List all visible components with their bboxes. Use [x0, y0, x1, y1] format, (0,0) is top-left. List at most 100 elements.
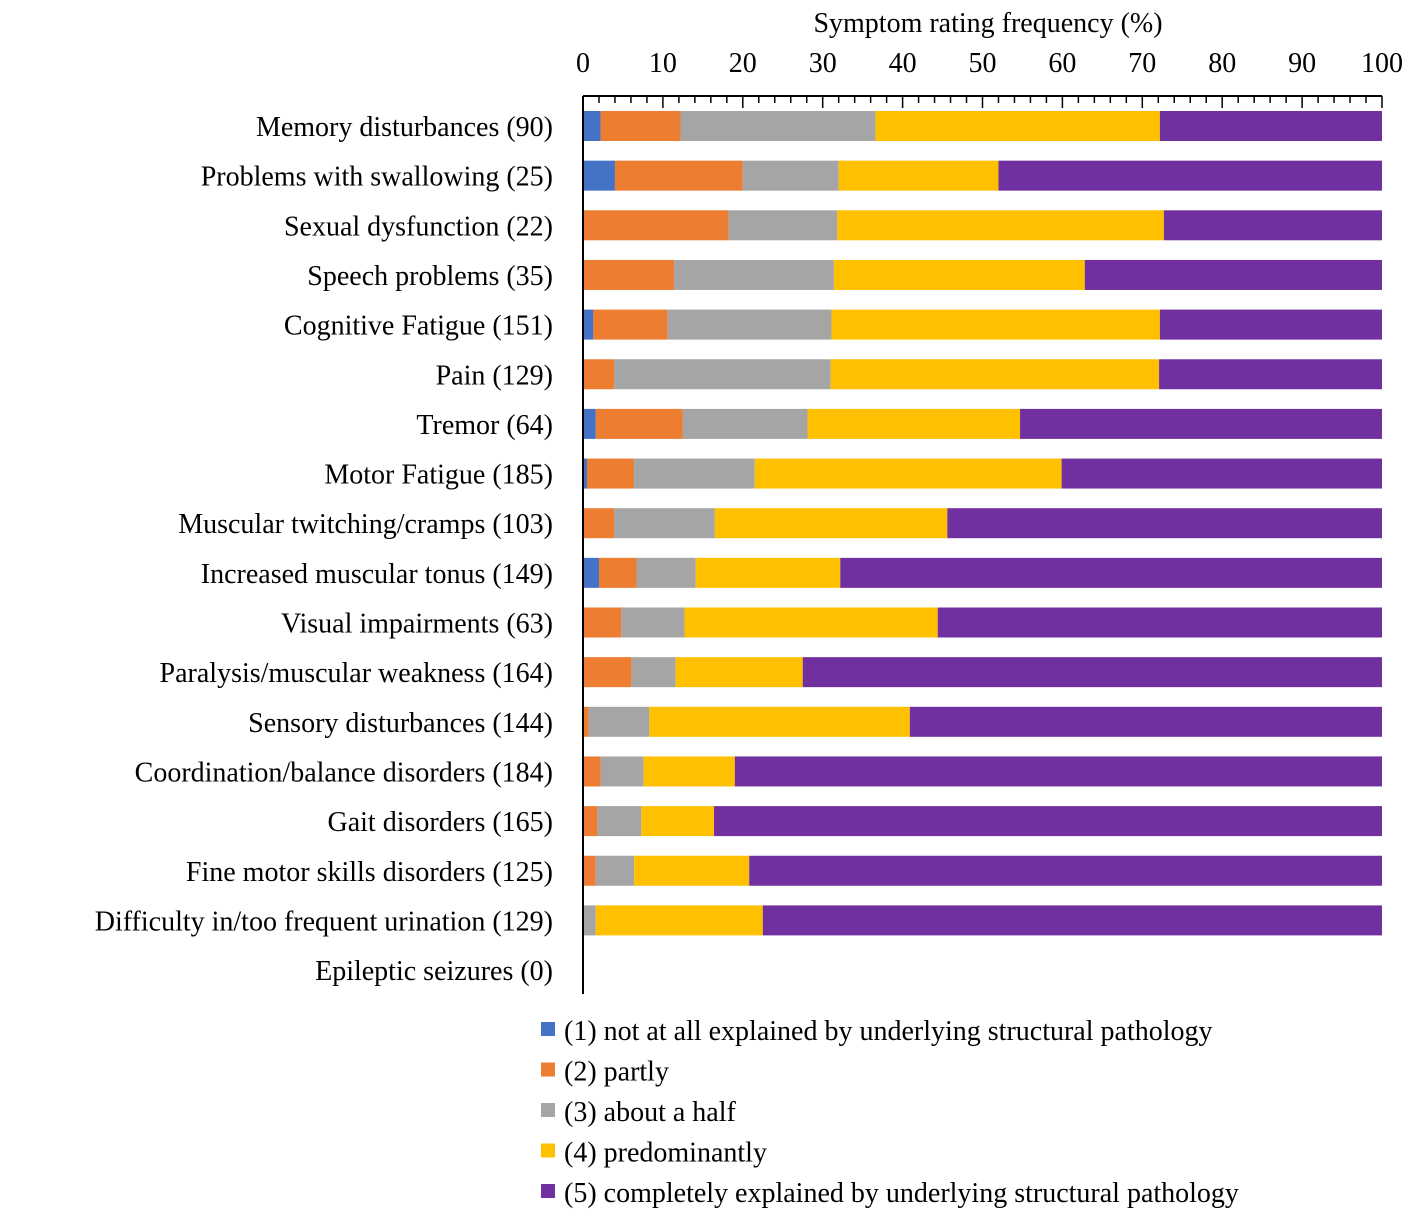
bar-segment-s3: [631, 657, 676, 688]
bar-segment-s5: [1020, 408, 1382, 439]
bar-segment-s5: [762, 905, 1382, 936]
legend-label: (1) not at all explained by underlying s…: [564, 1016, 1213, 1047]
bar-segment-s2: [598, 557, 637, 588]
legend-swatch: [541, 1184, 555, 1198]
bar-segment-s2: [586, 458, 635, 489]
legend-swatch: [541, 1143, 555, 1158]
category-label: Muscular twitching/cramps (103): [178, 509, 553, 540]
bar-segment-s3: [621, 607, 685, 638]
category-label: Increased muscular tonus (149): [201, 559, 553, 590]
legend-swatch: [541, 1022, 555, 1036]
bar-segment-s4: [649, 706, 910, 737]
bar-segment-s2: [595, 408, 683, 439]
category-label: Motor Fatigue (185): [324, 460, 553, 491]
bar-segment-s2: [583, 259, 675, 290]
bar-segment-s5: [998, 160, 1382, 191]
bar-segment-s3: [674, 259, 834, 290]
bar-segment-s4: [641, 806, 715, 837]
bar-segment-s2: [600, 111, 681, 141]
bar-segment-s3: [728, 210, 838, 241]
bar-segment-s4: [695, 557, 841, 588]
bar-segment-s4: [754, 458, 1062, 489]
legend: (1) not at all explained by underlying s…: [541, 1016, 1239, 1209]
category-label: Cognitive Fatigue (151): [284, 311, 553, 342]
tick-label: 50: [969, 48, 997, 79]
bar-segment-s3: [595, 855, 635, 886]
tick-label: 0: [576, 48, 590, 79]
bar-segment-s1: [583, 557, 599, 588]
bar-segment-s3: [588, 706, 650, 737]
bar-segment-s5: [1159, 111, 1382, 141]
bar-segment-s5: [840, 557, 1382, 588]
bar-segment-s4: [837, 210, 1164, 241]
bar-segment-s2: [614, 160, 743, 191]
bar-segment-s1: [583, 160, 615, 191]
category-label: Speech problems (35): [307, 261, 553, 292]
bar-segment-s4: [675, 657, 803, 688]
bar-segment-s4: [643, 756, 735, 787]
bar-segment-s3: [634, 458, 755, 489]
category-label: Visual impairments (63): [281, 609, 553, 640]
bar-segment-s4: [830, 359, 1160, 390]
category-label: Gait disorders (165): [327, 807, 553, 838]
legend-swatch: [541, 1103, 555, 1117]
category-label: Pain (129): [436, 360, 553, 391]
category-label: Difficulty in/too frequent urination (12…: [95, 906, 553, 937]
bar-segment-s5: [909, 706, 1382, 737]
bar-segment-s4: [595, 905, 763, 936]
category-label: Epileptic seizures (0): [315, 956, 553, 987]
legend-label: (4) predominantly: [564, 1138, 767, 1169]
bar-segment-s3: [583, 905, 596, 936]
bar-segment-s3: [680, 111, 876, 141]
bar-segment-s4: [807, 408, 1021, 439]
category-label: Memory disturbances (90): [256, 112, 553, 143]
tick-label: 10: [649, 48, 677, 79]
bar-segment-s5: [1061, 458, 1382, 489]
bar-segment-s2: [583, 657, 632, 688]
category-label: Sexual dysfunction (22): [284, 211, 553, 242]
category-label: Tremor (64): [416, 410, 553, 441]
bar-segment-s5: [947, 508, 1382, 539]
bars: [583, 111, 1382, 936]
bar-segment-s3: [614, 508, 715, 539]
tick-label: 40: [889, 48, 917, 79]
bar-segment-s3: [597, 806, 642, 837]
bar-segment-s5: [1159, 359, 1382, 390]
bar-segment-s5: [937, 607, 1382, 638]
bar-segment-s4: [833, 259, 1085, 290]
category-label: Fine motor skills disorders (125): [186, 857, 553, 888]
bar-segment-s3: [600, 756, 644, 787]
tick-label: 30: [809, 48, 837, 79]
bar-segment-s2: [583, 806, 598, 837]
tick-label: 70: [1128, 48, 1156, 79]
legend-label: (5) completely explained by underlying s…: [564, 1178, 1239, 1209]
bar-segment-s5: [714, 806, 1382, 837]
bar-segment-s3: [636, 557, 696, 588]
bar-segment-s2: [583, 607, 622, 638]
legend-label: (3) about a half: [564, 1097, 736, 1128]
bar-segment-s2: [583, 855, 596, 886]
bar-segment-s2: [583, 508, 615, 539]
bar-segment-s5: [1159, 309, 1382, 340]
bar-segment-s2: [593, 309, 668, 340]
tick-label: 90: [1288, 48, 1316, 79]
axes: [582, 95, 1382, 994]
bar-segment-s3: [667, 309, 832, 340]
category-labels: Memory disturbances (90) Problems with sw…: [95, 112, 553, 987]
bar-segment-s5: [734, 756, 1382, 787]
category-label: Coordination/balance disorders (184): [135, 757, 553, 788]
tick-label: 20: [729, 48, 757, 79]
bar-segment-s5: [1084, 259, 1382, 290]
bar-segment-s5: [802, 657, 1382, 688]
category-label: Paralysis/muscular weakness (164): [160, 658, 553, 689]
axis-title: Symptom rating frequency (%): [813, 8, 1162, 39]
bar-segment-s3: [742, 160, 839, 191]
bar-segment-s2: [583, 210, 729, 241]
bar-segment-s5: [749, 855, 1382, 886]
bar-segment-s2: [583, 756, 601, 787]
legend-label: (2) partly: [564, 1057, 669, 1088]
bar-segment-s4: [634, 855, 750, 886]
tick-label: 80: [1208, 48, 1236, 79]
category-label: Problems with swallowing (25): [201, 162, 553, 193]
